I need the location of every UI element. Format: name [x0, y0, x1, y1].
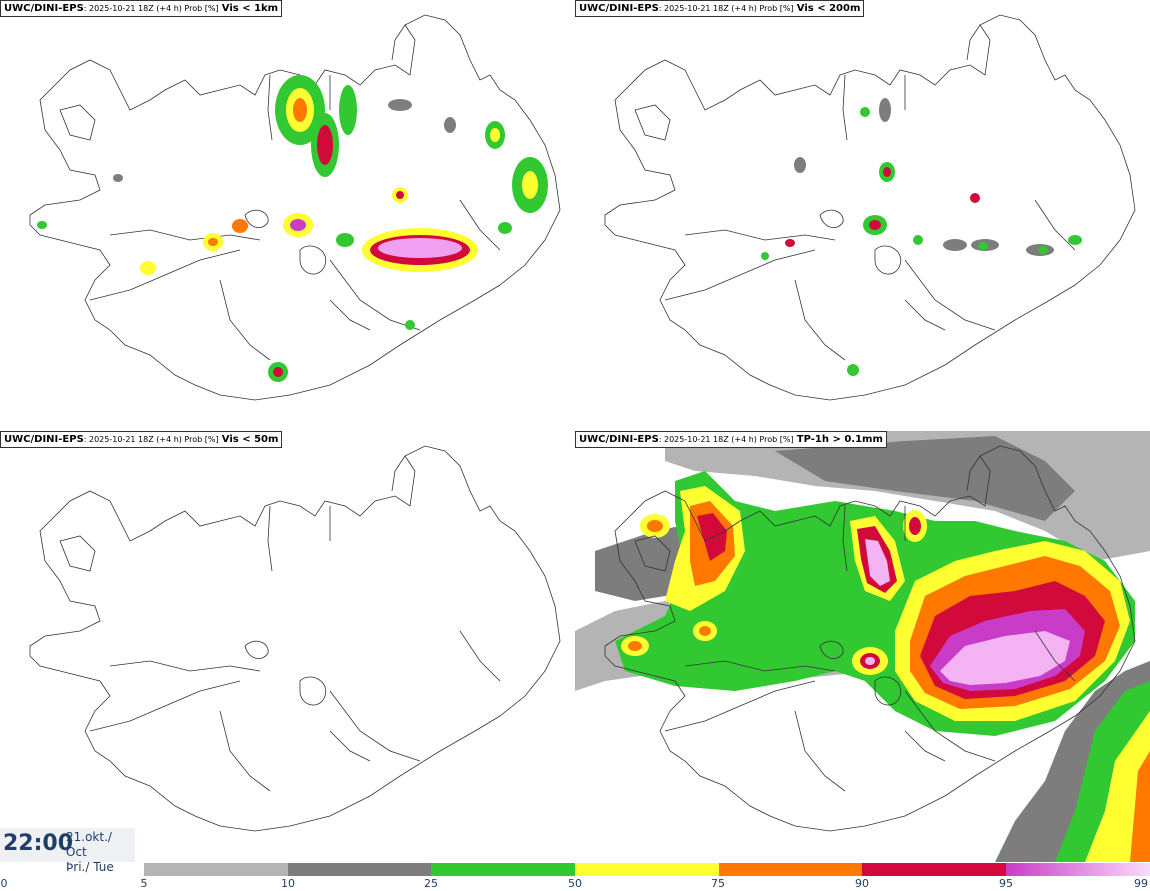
- colorbar-segment-75-90: [719, 863, 862, 876]
- map-panel-vis-50m: UWC/DINI-EPS: 2025-10-21 18Z (+4 h) Prob…: [0, 431, 575, 862]
- colorbar-tick-90: 90: [855, 877, 869, 890]
- panel-source: UWC/DINI-EPS: [579, 3, 659, 14]
- colorbar-segment-25-50: [431, 863, 575, 876]
- colorbar-tick-0: 0: [0, 877, 8, 890]
- valid-date-line2: Þri./ Tue: [66, 860, 114, 874]
- panel-title: UWC/DINI-EPS: 2025-10-21 18Z (+4 h) Prob…: [0, 431, 283, 448]
- panel-meta: : 2025-10-21 18Z (+4 h) Prob [%]: [83, 435, 219, 444]
- panel-title: UWC/DINI-EPS: 2025-10-21 18Z (+4 h) Prob…: [0, 0, 283, 17]
- panel-meta: : 2025-10-21 18Z (+4 h) Prob [%]: [83, 4, 219, 13]
- panel-source: UWC/DINI-EPS: [4, 434, 84, 445]
- map-panel-vis-200m: UWC/DINI-EPS: 2025-10-21 18Z (+4 h) Prob…: [575, 0, 1150, 431]
- colorbar-tick-5: 5: [140, 877, 148, 890]
- probability-colorbar: [144, 863, 1150, 876]
- panel-threshold: TP-1h > 0.1mm: [796, 434, 883, 445]
- valid-date: 21.okt./ Oct Þri./ Tue: [66, 830, 135, 875]
- iceland-map-vis-1km: [29, 14, 561, 401]
- map-panel-tp-1h: UWC/DINI-EPS: 2025-10-21 18Z (+4 h) Prob…: [575, 431, 1150, 862]
- valid-time-box: 22:00 21.okt./ Oct Þri./ Tue: [0, 828, 135, 874]
- panel-meta: : 2025-10-21 18Z (+4 h) Prob [%]: [658, 4, 794, 13]
- colorbar-segment-5-10: [144, 863, 288, 876]
- panel-title: UWC/DINI-EPS: 2025-10-21 18Z (+4 h) Prob…: [575, 0, 865, 17]
- iceland-map-vis-50m: [29, 445, 561, 832]
- panel-source: UWC/DINI-EPS: [4, 3, 84, 14]
- panel-source: UWC/DINI-EPS: [579, 434, 659, 445]
- colorbar-tick-99: 99: [1134, 877, 1148, 890]
- precipitation-field: [575, 431, 1150, 862]
- colorbar-segment-90-95: [862, 863, 1006, 876]
- colorbar-tick-95: 95: [999, 877, 1013, 890]
- valid-date-line1: 21.okt./ Oct: [66, 830, 112, 859]
- panel-threshold: Vis < 1km: [221, 3, 279, 14]
- colorbar-tick-10: 10: [281, 877, 295, 890]
- iceland-map-vis-200m: [604, 14, 1136, 401]
- panel-threshold: Vis < 50m: [221, 434, 279, 445]
- colorbar-tick-25: 25: [424, 877, 438, 890]
- panel-meta: : 2025-10-21 18Z (+4 h) Prob [%]: [658, 435, 794, 444]
- probability-blobs: [761, 98, 1082, 376]
- panel-threshold: Vis < 200m: [796, 3, 861, 14]
- valid-time: 22:00: [3, 831, 74, 856]
- iceland-map-tp-1h: [575, 431, 1150, 862]
- colorbar-tick-75: 75: [711, 877, 725, 890]
- map-panel-vis-1km: UWC/DINI-EPS: 2025-10-21 18Z (+4 h) Prob…: [0, 0, 575, 431]
- probability-blobs: [37, 75, 548, 382]
- colorbar-tick-50: 50: [568, 877, 582, 890]
- colorbar-segment-95-99: [1006, 863, 1150, 876]
- panel-title: UWC/DINI-EPS: 2025-10-21 18Z (+4 h) Prob…: [575, 431, 887, 448]
- colorbar-segment-50-75: [575, 863, 719, 876]
- colorbar-segment-10-25: [288, 863, 431, 876]
